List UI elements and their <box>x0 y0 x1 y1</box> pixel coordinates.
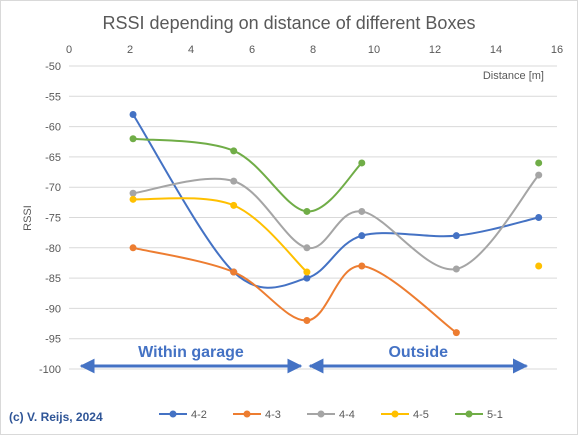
data-point <box>358 159 366 167</box>
y-tick-label: -80 <box>45 243 61 255</box>
y-tick-label: -85 <box>45 273 61 285</box>
y-tick-labels: -50 -55 -60 -65 -70 -75 -80 -85 -90 -95 -100 <box>39 61 61 376</box>
legend-swatch-marker <box>243 410 251 418</box>
legend-label: 4-5 <box>413 409 429 421</box>
credit-text: (c) V. Reijs, 2024 <box>9 410 103 424</box>
series-line <box>132 197 308 273</box>
series-4-5 <box>129 195 543 276</box>
data-point <box>535 214 543 221</box>
data-point <box>358 262 366 270</box>
data-point <box>303 244 311 252</box>
y-tick-label: -60 <box>45 122 61 134</box>
series-4-2 <box>129 110 543 289</box>
data-point <box>535 159 543 167</box>
region-annotations: Within garage Outside <box>79 344 528 374</box>
x-tick-labels: 0 2 4 6 8 10 12 14 16 <box>66 44 563 56</box>
data-point <box>129 135 137 143</box>
y-tick-label: -95 <box>45 334 61 346</box>
data-point <box>230 268 238 276</box>
annotation-label: Within garage <box>138 344 244 361</box>
legend-swatch-marker <box>169 410 177 418</box>
series-layer <box>129 110 543 337</box>
data-point <box>303 317 311 325</box>
legend: 4-2 4-3 4-4 4-5 5-1 <box>159 409 503 421</box>
series-line <box>132 113 539 289</box>
legend-label: 5-1 <box>487 409 503 421</box>
x-tick-label: 4 <box>188 44 194 56</box>
legend-item: 4-3 <box>233 409 281 421</box>
data-point <box>230 147 238 155</box>
series-line <box>132 246 457 334</box>
data-point <box>129 195 137 203</box>
legend-label: 4-2 <box>191 409 207 421</box>
legend-label: 4-3 <box>265 409 281 421</box>
x-tick-label: 8 <box>310 44 316 56</box>
data-point <box>230 177 238 185</box>
y-tick-label: -70 <box>45 182 61 194</box>
x-tick-label: 10 <box>368 44 380 56</box>
legend-item: 5-1 <box>455 409 503 421</box>
legend-swatch-marker <box>317 410 325 418</box>
legend-item: 4-5 <box>381 409 429 421</box>
data-point <box>230 201 238 209</box>
y-tick-label: -90 <box>45 303 61 315</box>
series-line <box>132 174 540 271</box>
x-tick-label: 0 <box>66 44 72 56</box>
y-axis-label: RSSI <box>22 205 34 231</box>
x-tick-label: 12 <box>429 44 441 56</box>
legend-item: 4-4 <box>307 409 355 421</box>
data-point <box>129 189 137 197</box>
data-point <box>129 244 137 252</box>
data-point <box>129 110 137 118</box>
chart-title: RSSI depending on distance of different … <box>103 13 476 33</box>
data-point <box>358 207 366 215</box>
series-line <box>132 137 363 213</box>
x-tick-label: 2 <box>127 44 133 56</box>
x-tick-label: 6 <box>249 44 255 56</box>
data-point <box>303 207 311 215</box>
legend-item: 4-2 <box>159 409 207 421</box>
legend-swatch-marker <box>391 410 399 418</box>
data-point <box>452 329 460 337</box>
x-tick-label: 16 <box>551 44 563 56</box>
x-axis-label: Distance [m] <box>483 70 544 82</box>
data-point <box>358 232 366 240</box>
y-tick-label: -65 <box>45 152 61 164</box>
y-tick-label: -50 <box>45 61 61 73</box>
data-point <box>452 232 460 240</box>
data-point <box>535 262 543 270</box>
series-5-1 <box>129 135 543 215</box>
legend-swatch-marker <box>465 410 473 418</box>
y-tick-label: -75 <box>45 213 61 225</box>
y-tick-label: -55 <box>45 91 61 103</box>
legend-label: 4-4 <box>339 409 355 421</box>
series-4-3 <box>129 244 460 337</box>
gridlines <box>69 65 557 370</box>
annotation-label: Outside <box>388 344 448 361</box>
data-point <box>303 274 311 282</box>
y-tick-label: -100 <box>39 364 61 376</box>
data-point <box>303 268 311 276</box>
x-tick-label: 14 <box>490 44 502 56</box>
series-4-4 <box>129 171 543 273</box>
data-point <box>452 265 460 273</box>
data-point <box>535 171 543 179</box>
